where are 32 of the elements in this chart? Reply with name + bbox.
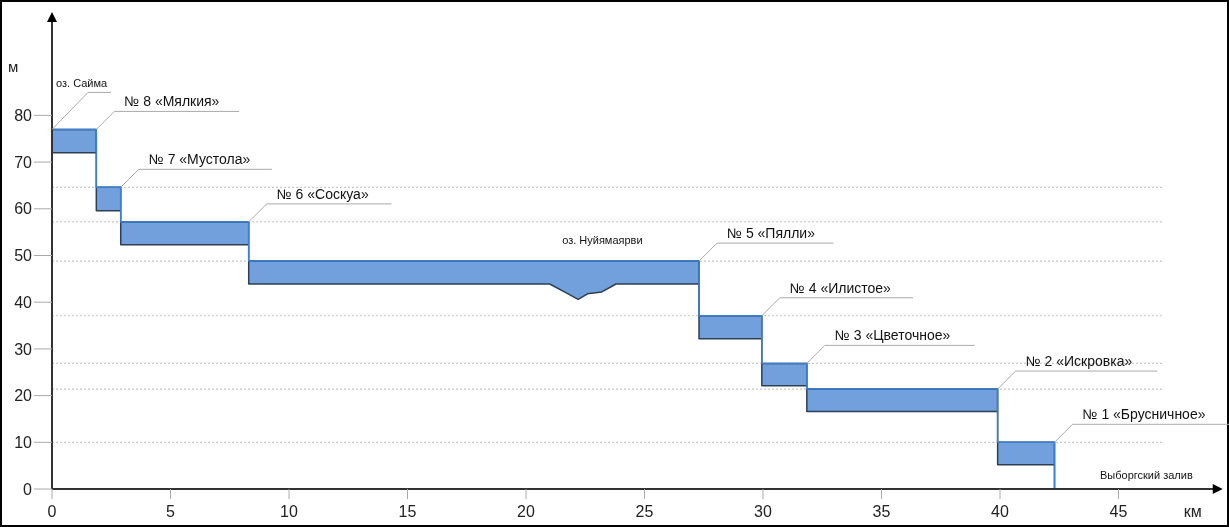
annotation: оз. Нуйямаярви: [562, 234, 643, 246]
x-tick-label: 35: [872, 503, 891, 520]
annotation: № 2 «Искровка»: [1025, 353, 1133, 370]
annotation: № 8 «Мялкия»: [124, 93, 220, 110]
y-tick-label: 20: [14, 387, 33, 405]
y-tick-label: 10: [14, 433, 33, 451]
x-axis-title: км: [1183, 503, 1202, 520]
annotation: № 4 «Илистое»: [789, 279, 892, 296]
annotation: № 7 «Мустола»: [148, 151, 251, 168]
annotation: Выборгский залив: [1100, 469, 1193, 481]
x-tick-label: 5: [166, 503, 176, 520]
y-axis-title: м: [8, 58, 19, 75]
annotation: № 3 «Цветочное»: [834, 327, 951, 344]
x-tick-label: 45: [1109, 503, 1128, 520]
y-tick-label: 70: [14, 153, 33, 171]
x-tick-label: 40: [991, 503, 1009, 520]
x-tick-label: 10: [280, 503, 298, 520]
y-tick-label: 50: [14, 247, 33, 265]
annotation: № 6 «Соскуа»: [276, 185, 369, 202]
x-tick-label: 20: [517, 503, 535, 520]
x-tick-label: 25: [635, 503, 654, 520]
annotation: оз. Сайма: [56, 77, 109, 90]
x-tick-label: 15: [398, 503, 417, 520]
annotation: № 5 «Пялли»: [727, 225, 816, 242]
y-tick-label: 40: [14, 293, 33, 311]
y-tick-label: 80: [14, 107, 33, 124]
y-tick-label: 30: [14, 340, 33, 358]
y-tick-label: 0: [23, 480, 33, 498]
x-tick-label: 0: [47, 503, 57, 520]
y-tick-label: 60: [14, 200, 33, 218]
x-tick-label: 30: [754, 503, 772, 520]
annotation: № 1 «Брусничное»: [1082, 406, 1206, 423]
